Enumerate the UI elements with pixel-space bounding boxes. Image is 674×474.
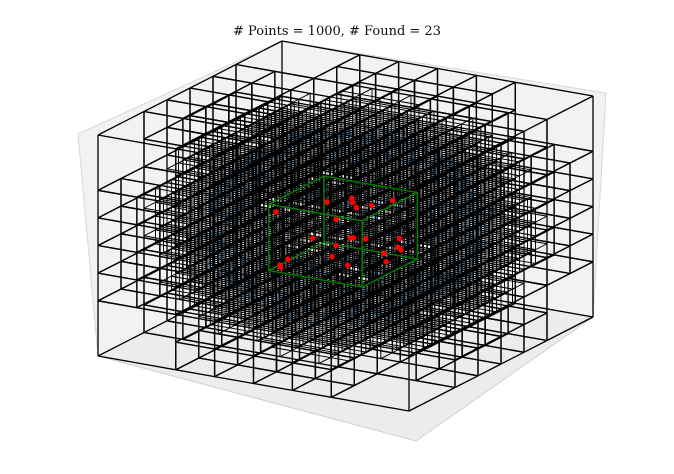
plot-title: # Points = 1000, # Found = 23 — [233, 24, 441, 39]
